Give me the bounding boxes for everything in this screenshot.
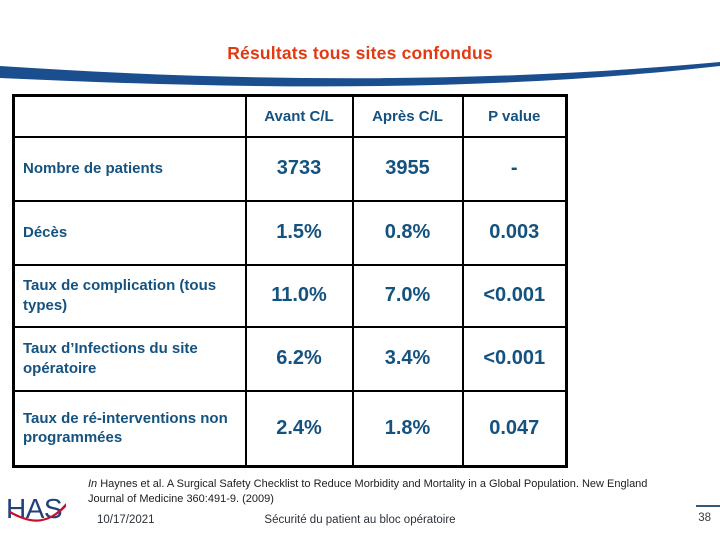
column-header-avant: Avant C/L	[244, 94, 354, 138]
footer-center-label: Sécurité du patient au bloc opératoire	[264, 514, 456, 526]
row-label: Taux de complication (tous types)	[12, 263, 247, 328]
table-row: Taux de ré-interventions non programmées…	[12, 389, 568, 468]
results-table: Avant C/L Après C/L P value Nombre de pa…	[12, 94, 568, 468]
cell-value: 3955	[351, 135, 464, 202]
cell-value: 6.2%	[244, 325, 354, 392]
swoosh-divider	[0, 62, 720, 87]
cell-value: 0.047	[461, 389, 568, 468]
corner-cell	[12, 94, 247, 138]
cell-value: 3733	[244, 135, 354, 202]
cell-value: 1.8%	[351, 389, 464, 468]
column-header-apres: Après C/L	[351, 94, 464, 138]
has-logo-text: HAS	[6, 493, 62, 524]
footer-date: 10/17/2021	[97, 514, 155, 526]
cell-value: 11.0%	[244, 263, 354, 328]
row-label: Taux d’Infections du site opératoire	[12, 325, 247, 392]
cell-value: 0.003	[461, 199, 568, 266]
slide-title: Résultats tous sites confondus	[227, 43, 493, 63]
cell-value: <0.001	[461, 325, 568, 392]
row-label: Nombre de patients	[12, 135, 247, 202]
cell-value: 7.0%	[351, 263, 464, 328]
table-row: Taux d’Infections du site opératoire 6.2…	[12, 325, 568, 392]
citation: In Haynes et al. A Surgical Safety Checkl…	[88, 477, 654, 506]
citation-prefix: In	[88, 478, 98, 490]
page-number: 38	[698, 512, 711, 524]
row-label: Décès	[12, 199, 247, 266]
table-header-row: Avant C/L Après C/L P value	[12, 94, 568, 138]
cell-value: 3.4%	[351, 325, 464, 392]
has-logo-ribbon	[9, 503, 66, 522]
has-logo: HAS	[6, 493, 66, 524]
cell-value: 0.8%	[351, 199, 464, 266]
table-row: Nombre de patients 3733 3955 -	[12, 135, 568, 202]
cell-value: <0.001	[461, 263, 568, 328]
column-header-pvalue: P value	[461, 94, 568, 138]
cell-value: 1.5%	[244, 199, 354, 266]
row-label: Taux de ré-interventions non programmées	[12, 389, 247, 468]
citation-text: Haynes et al. A Surgical Safety Checklis…	[88, 478, 648, 505]
table-row: Taux de complication (tous types) 11.0% …	[12, 263, 568, 328]
cell-value: 2.4%	[244, 389, 354, 468]
page-number-rule	[696, 505, 720, 507]
table-row: Décès 1.5% 0.8% 0.003	[12, 199, 568, 266]
cell-value: -	[461, 135, 568, 202]
